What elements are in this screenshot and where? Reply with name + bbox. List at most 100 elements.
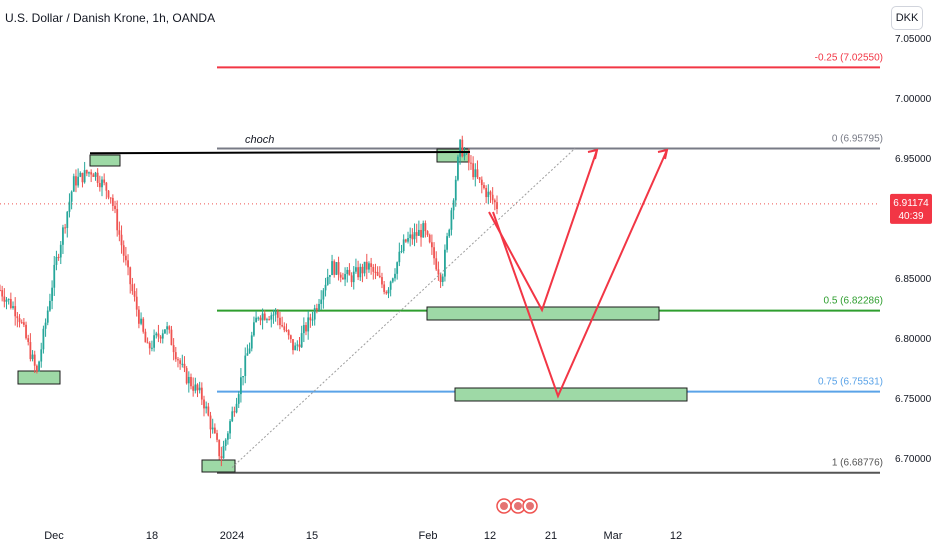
candle-body [409, 234, 412, 239]
candle-body [274, 311, 277, 315]
x-tick-label: 12 [484, 530, 496, 542]
candle-body [413, 232, 416, 240]
candle-body [70, 191, 73, 202]
candle-body [20, 322, 23, 324]
candle-body [127, 260, 129, 268]
projection-path [488, 149, 598, 313]
candle-body [483, 185, 485, 189]
candle-body [357, 267, 360, 278]
candle-body [44, 322, 47, 329]
candle-body [309, 317, 312, 321]
candle-body [268, 319, 271, 321]
last-price-tag: 6.91174 40:39 [890, 193, 932, 224]
candle-body [266, 319, 268, 321]
fib-level-label: 0.5 (6.82286) [824, 296, 884, 307]
candle-body [298, 344, 301, 348]
candle-body [396, 262, 399, 274]
candle-body [467, 152, 470, 163]
candle-body [279, 317, 281, 326]
candle-body [246, 353, 249, 356]
x-tick-label: 15 [306, 530, 318, 542]
candle-body [49, 300, 51, 311]
candle-body [363, 261, 366, 274]
candle-body [331, 261, 333, 276]
candle-body [454, 179, 457, 201]
candle-body [430, 242, 433, 248]
candle-body [46, 310, 49, 323]
candle-body [94, 172, 97, 177]
candle-body [285, 330, 288, 332]
candle-body [27, 338, 30, 343]
candle-body [31, 354, 34, 360]
candle-body [55, 256, 58, 265]
candle-body [311, 319, 314, 321]
candle-body [407, 238, 409, 242]
candle-body [83, 170, 86, 183]
candle-body [417, 229, 420, 236]
candle-body [305, 325, 307, 332]
candle-body [194, 384, 197, 391]
candle-body [198, 387, 201, 391]
candle-body [12, 306, 14, 308]
candle-body [88, 172, 90, 174]
choch-line [89, 151, 471, 155]
candle-body [177, 359, 179, 361]
candle-body [72, 176, 75, 192]
candle-body [315, 308, 318, 310]
candle-body [415, 232, 418, 236]
candle-body [109, 197, 112, 199]
candle-body [226, 433, 229, 440]
candle-body [480, 179, 483, 186]
x-tick-label: 18 [146, 530, 158, 542]
candle-body [368, 263, 370, 270]
candle-body [435, 258, 438, 270]
candle-body [476, 169, 479, 178]
candle-body [472, 163, 475, 178]
event-flag-icon-inner [500, 502, 508, 510]
candle-body [272, 314, 275, 316]
candle-body [235, 403, 238, 413]
candle-body [372, 266, 375, 272]
candle-body [233, 411, 236, 413]
y-tick-label: 6.70000 [895, 454, 932, 465]
candle-body [161, 333, 164, 339]
candle-body [437, 269, 440, 275]
candle-body [224, 439, 227, 446]
candle-body [313, 308, 316, 320]
candle-body [302, 325, 305, 334]
candle-body [250, 335, 253, 349]
candle-body [131, 284, 134, 292]
y-tick-label: 6.95000 [895, 154, 932, 165]
candle-body [90, 172, 93, 175]
candle-body [493, 200, 496, 203]
candle-body [216, 433, 218, 440]
candle-body [294, 345, 297, 351]
candle-body [259, 317, 262, 321]
candle-body [287, 330, 290, 336]
candle-body [355, 267, 357, 272]
candle-body [3, 296, 6, 302]
price-tag-bg [890, 193, 932, 224]
candle-body [322, 290, 325, 300]
candle-body [411, 234, 414, 240]
event-flag-icon-inner [514, 502, 522, 510]
candle-body [385, 291, 388, 294]
candle-body [0, 290, 1, 291]
candle-body [457, 156, 459, 180]
candle-body [140, 318, 142, 324]
candle-body [16, 316, 19, 319]
candle-body [68, 201, 71, 212]
candle-body [452, 200, 455, 211]
candle-body [428, 234, 431, 243]
candle-body [318, 303, 320, 310]
y-tick-label: 6.75000 [895, 394, 932, 405]
candle-body [489, 191, 492, 195]
candle-body [485, 188, 488, 198]
candle-body [142, 318, 145, 332]
candle-body [387, 289, 390, 294]
candle-body [168, 326, 171, 330]
candle-body [426, 231, 429, 235]
currency-button[interactable]: DKK [891, 6, 923, 30]
candle-body [420, 229, 422, 238]
